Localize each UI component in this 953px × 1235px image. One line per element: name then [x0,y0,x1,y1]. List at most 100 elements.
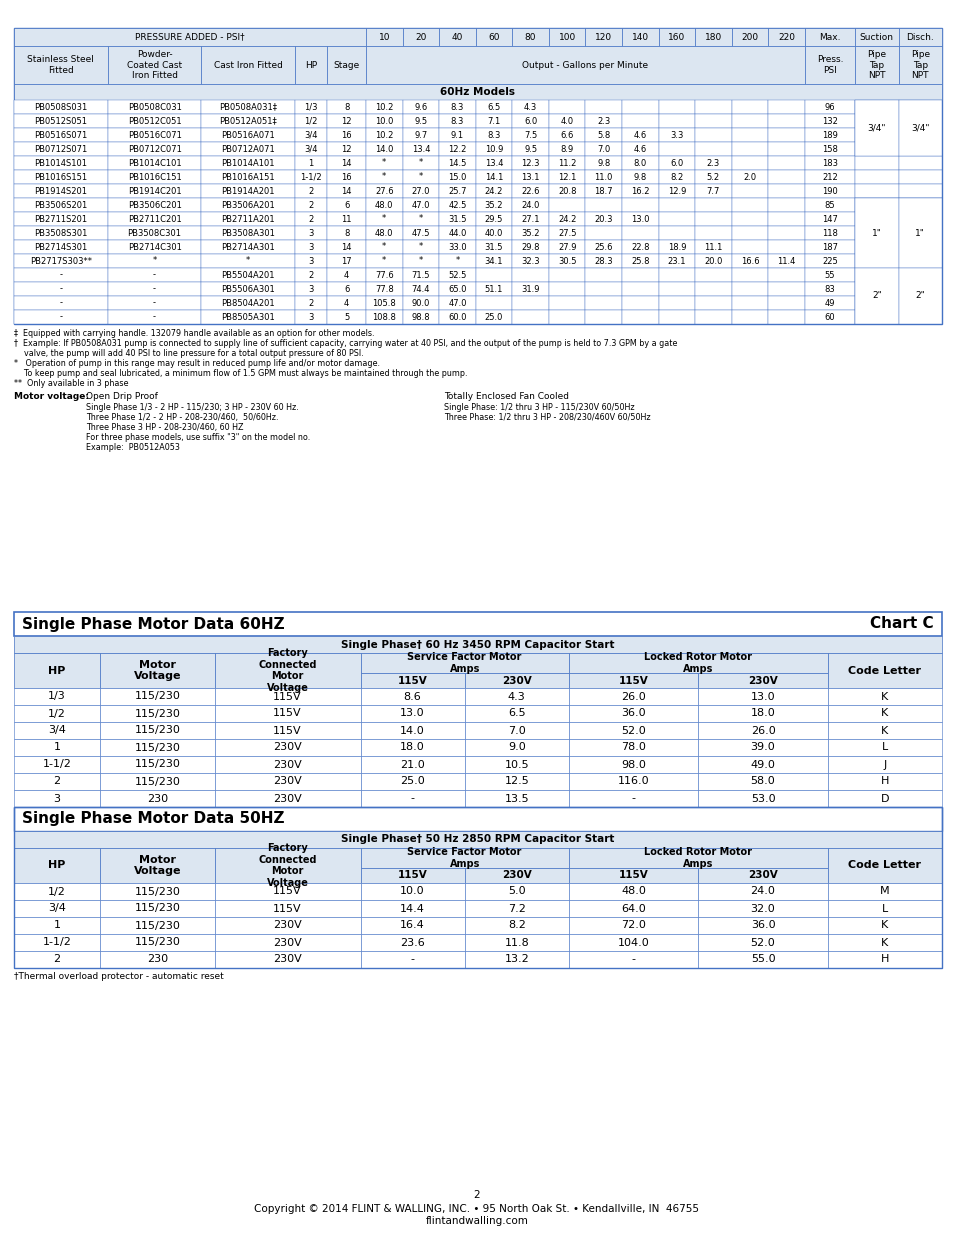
Text: Copyright © 2014 FLINT & WALLING, INC. • 95 North Oak St. • Kendallville, IN  46: Copyright © 2014 FLINT & WALLING, INC. •… [254,1204,699,1214]
Bar [698,883,827,900]
Text: Single Phase 1/3 - 2 HP - 115/230; 3 HP - 230V 60 Hz.: Single Phase 1/3 - 2 HP - 115/230; 3 HP … [86,403,298,412]
Text: 72.0: 72.0 [620,920,645,930]
Bar [804,254,854,268]
Bar [108,212,201,226]
Text: PB5504A201: PB5504A201 [221,270,274,279]
Bar [731,268,767,282]
Text: 9.5: 9.5 [414,116,427,126]
Bar [14,613,941,636]
Bar [568,790,698,806]
Text: 2.3: 2.3 [597,116,610,126]
Bar [438,170,476,184]
Bar [108,114,201,128]
Bar [512,156,548,170]
Bar [438,240,476,254]
Bar [804,296,854,310]
Text: PB0712C071: PB0712C071 [128,144,181,153]
Bar [585,184,621,198]
Text: 190: 190 [821,186,837,195]
Bar [366,114,402,128]
Bar [804,310,854,324]
Bar [14,28,366,46]
Bar [294,142,327,156]
Text: 1": 1" [871,228,881,237]
Bar [731,128,767,142]
Bar [568,773,698,790]
Text: 10.0: 10.0 [375,116,393,126]
Text: 2: 2 [308,270,314,279]
Bar [327,240,366,254]
Bar [464,918,568,934]
Bar [402,100,438,114]
Bar [201,268,294,282]
Text: 115V: 115V [273,904,301,914]
Text: 4.3: 4.3 [523,103,537,111]
Bar [464,722,568,739]
Text: 9.8: 9.8 [633,173,646,182]
Bar [698,934,827,951]
Text: 24.2: 24.2 [558,215,576,224]
Bar [14,722,100,739]
Bar [698,773,827,790]
Text: Service Factor Motor
Amps: Service Factor Motor Amps [407,847,521,868]
Text: 1/3: 1/3 [49,692,66,701]
Text: -: - [59,312,62,321]
Bar [621,142,658,156]
Bar [327,142,366,156]
Bar [512,310,548,324]
Text: 20: 20 [415,32,426,42]
Bar [548,268,585,282]
Bar [327,282,366,296]
Text: 42.5: 42.5 [448,200,466,210]
Text: 24.0: 24.0 [750,887,775,897]
Text: K: K [881,920,887,930]
Text: 147: 147 [821,215,837,224]
Text: 49.0: 49.0 [750,760,775,769]
Bar [854,268,898,282]
Bar [476,142,512,156]
Bar [695,254,731,268]
Bar [294,170,327,184]
Text: 16: 16 [341,131,352,140]
Text: 27.6: 27.6 [375,186,394,195]
Text: 65.0: 65.0 [448,284,466,294]
Bar [658,114,695,128]
Text: 25.6: 25.6 [594,242,613,252]
Bar [548,170,585,184]
Text: PB0512S051: PB0512S051 [34,116,88,126]
Text: K: K [881,709,887,719]
Bar [14,46,108,84]
Text: 10.5: 10.5 [504,760,529,769]
Bar [294,282,327,296]
Text: 3: 3 [308,242,314,252]
Bar [438,282,476,296]
Text: 14.0: 14.0 [400,725,424,736]
Bar [568,673,698,688]
Text: -: - [631,955,635,965]
Bar [402,226,438,240]
Text: -: - [631,794,635,804]
Text: -: - [152,284,156,294]
Text: 44.0: 44.0 [448,228,466,237]
Text: 115/230: 115/230 [134,904,180,914]
Text: *: * [455,257,459,266]
Bar [108,198,201,212]
Bar [294,184,327,198]
Bar [804,114,854,128]
Bar [695,198,731,212]
Text: 230V: 230V [273,955,302,965]
Text: 25.0: 25.0 [400,777,424,787]
Text: 15.0: 15.0 [448,173,466,182]
Bar [698,705,827,722]
Bar [568,848,827,868]
Bar [898,46,941,84]
Bar [767,142,804,156]
Bar [438,268,476,282]
Text: 1: 1 [53,742,61,752]
Bar [621,184,658,198]
Text: flintandwalling.com: flintandwalling.com [425,1216,528,1226]
Bar [698,688,827,705]
Bar [402,310,438,324]
Bar [767,114,804,128]
Bar [512,142,548,156]
